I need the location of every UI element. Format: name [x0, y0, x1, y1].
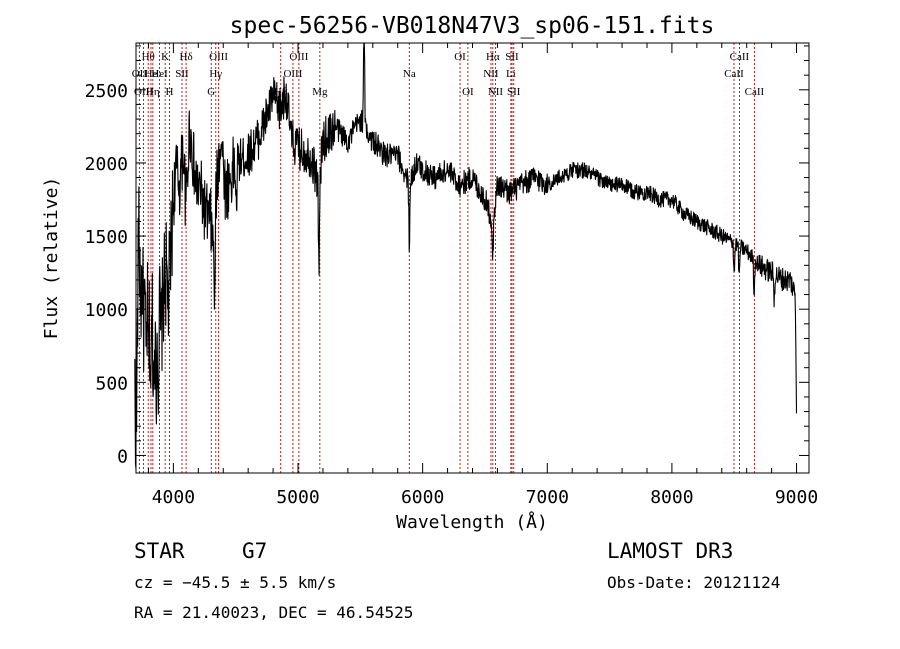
line-marker-label: NII	[483, 68, 499, 80]
line-marker-label: OIII	[134, 86, 153, 98]
x-axis-label: Wavelength (Å)	[396, 511, 548, 533]
line-marker-label: SII	[175, 68, 189, 80]
observation-date: Obs-Date: 20121124	[607, 573, 781, 592]
line-marker-label: CaII	[745, 86, 765, 98]
plot-frame	[135, 42, 810, 474]
line-marker-label: Hθ	[142, 51, 155, 63]
line-marker-label: G	[207, 86, 215, 98]
line-marker-label: OI	[462, 86, 474, 98]
x-tick-label: 4000	[152, 487, 195, 508]
line-marker-label: HeI	[151, 68, 168, 80]
line-marker-label: NII	[488, 86, 504, 98]
chart-title: spec-56256-VB018N47V3_sp06-151.fits	[230, 13, 715, 39]
line-marker-label: CaII	[730, 51, 750, 63]
y-tick-label: 2000	[85, 154, 128, 175]
line-marker-label: SII	[505, 51, 519, 63]
redshift-velocity: cz = −45.5 ± 5.5 km/s	[134, 573, 337, 592]
line-marker-label: OIII	[289, 51, 308, 63]
x-tick-label: 9000	[775, 487, 818, 508]
line-marker-label: Hα	[486, 51, 500, 63]
object-subclass: G7	[242, 539, 268, 563]
line-marker-label: Hδ	[180, 51, 193, 63]
line-marker-label: SII	[507, 86, 521, 98]
y-tick-label: 500	[95, 373, 128, 394]
line-marker-label: Li	[506, 68, 516, 80]
y-tick-label: 1000	[85, 300, 128, 321]
spectrum-line	[134, 43, 798, 470]
x-tick-label: 7000	[526, 487, 569, 508]
line-marker-label: OIII	[283, 68, 302, 80]
y-tick-label: 2500	[85, 81, 128, 102]
y-axis-label: Flux (relative)	[41, 177, 62, 340]
line-marker-label: OI	[454, 51, 466, 63]
y-tick-label: 1500	[85, 227, 128, 248]
line-marker-label: Mg	[312, 86, 328, 98]
coordinates: RA = 21.40023, DEC = 46.54525	[134, 603, 414, 622]
line-marker-label: H	[166, 86, 174, 98]
line-marker-label: He	[145, 68, 158, 80]
x-tick-label: 6000	[401, 487, 444, 508]
line-marker-label: Hγ	[209, 68, 222, 80]
line-marker-label: Na	[403, 68, 416, 80]
line-marker-label: K	[161, 51, 169, 63]
x-tick-label: 8000	[650, 487, 693, 508]
line-marker-label: Hη	[146, 86, 160, 98]
y-axis: 0 500 1000 1500 2000 2500	[85, 45, 809, 467]
y-tick-label: 0	[117, 446, 128, 467]
spectrum-chart: spec-56256-VB018N47V3_sp06-151.fits Hθ OI…	[41, 13, 818, 533]
line-marker-label: CaII	[724, 68, 744, 80]
x-tick-label: 5000	[276, 487, 319, 508]
object-class: STAR	[134, 539, 185, 563]
line-marker-label: OIII	[209, 51, 228, 63]
survey-name: LAMOST DR3	[607, 539, 734, 563]
x-axis: 4000 5000 6000 7000 8000 9000	[147, 43, 818, 508]
